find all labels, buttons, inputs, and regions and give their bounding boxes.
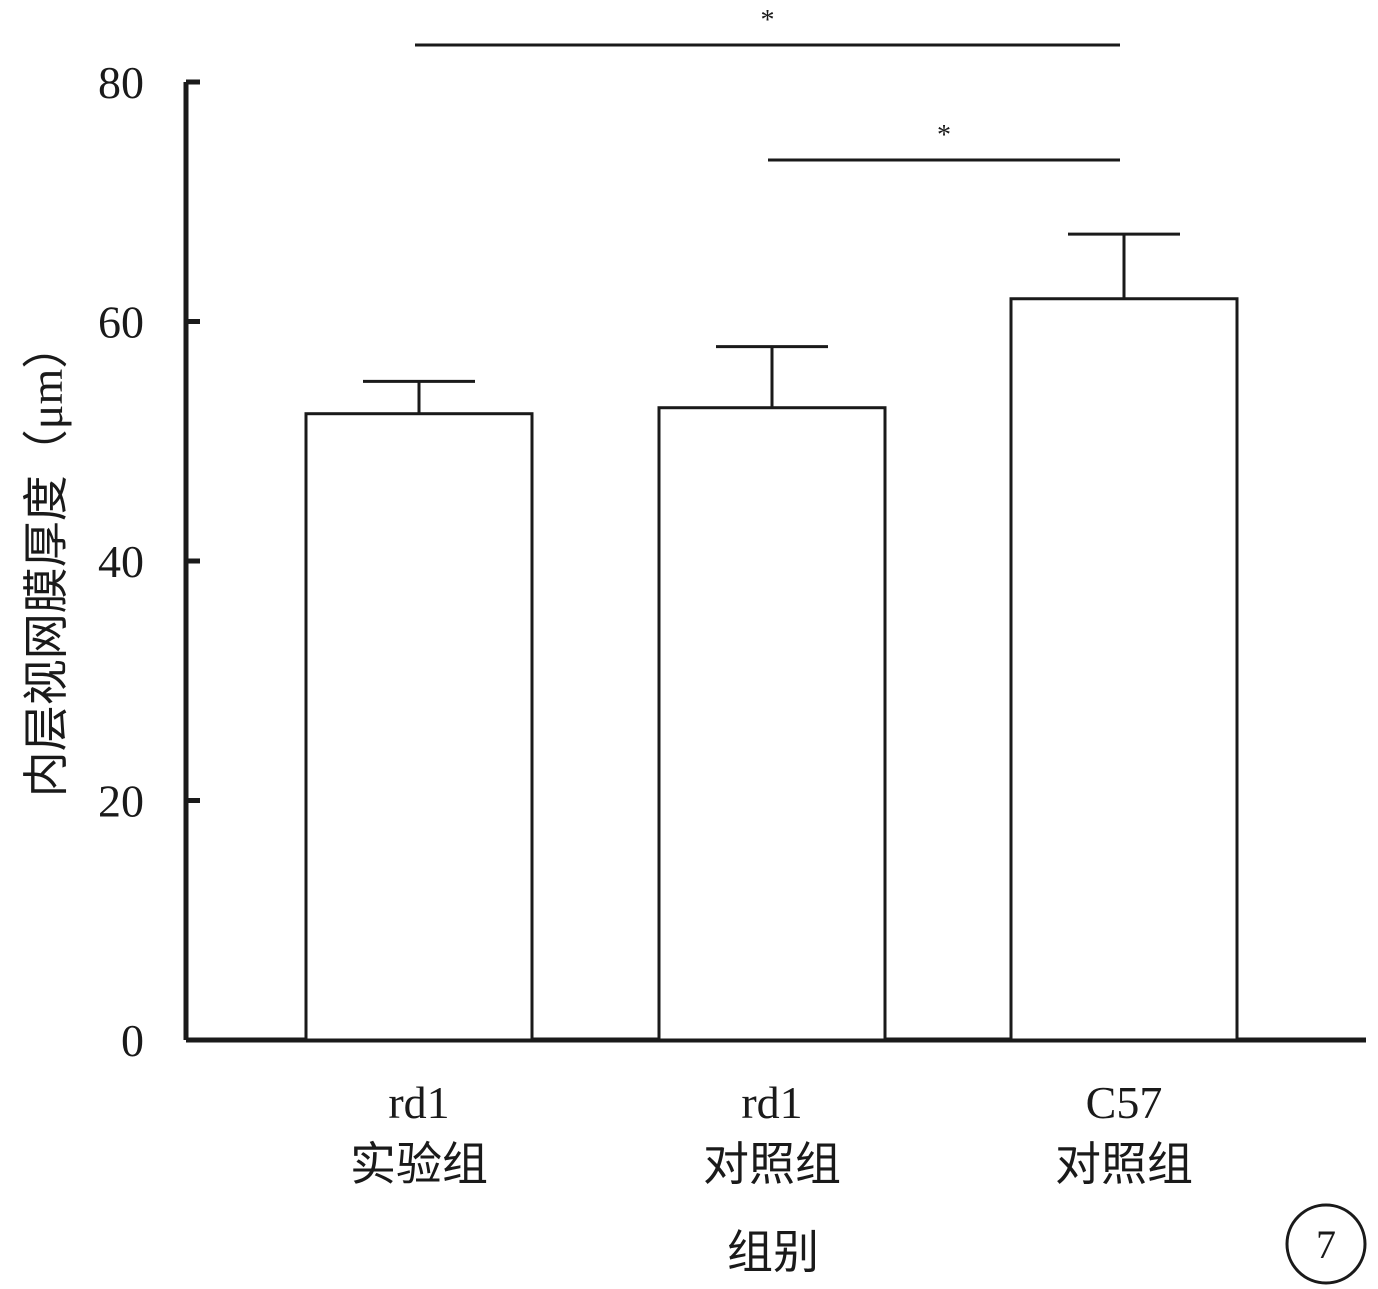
- x-tick-label: rd1: [741, 1077, 802, 1128]
- bar: [1009, 297, 1239, 1042]
- y-tick-label: 60: [98, 297, 144, 348]
- x-tick-label: rd1: [388, 1077, 449, 1128]
- y-tick-label: 0: [121, 1015, 144, 1066]
- y-tick-label: 40: [98, 536, 144, 587]
- x-tick-label: C57: [1086, 1077, 1163, 1128]
- panel-badge-circle: [1285, 1203, 1367, 1285]
- bar: [304, 412, 534, 1042]
- x-axis-title: 组别: [727, 1227, 819, 1278]
- significance-star: *: [937, 120, 951, 151]
- bars: [304, 297, 1239, 1042]
- x-tick-label: 实验组: [350, 1139, 488, 1190]
- significance-star: *: [761, 5, 775, 36]
- panel-label: 7: [1316, 1222, 1336, 1267]
- panel-badge: 7: [1285, 1203, 1367, 1285]
- labels: rd1 实验组 rd1 对照组 C57 对照组: [350, 1077, 1193, 1190]
- error-bars: [363, 232, 1180, 414]
- significance-brackets: **: [415, 5, 1120, 162]
- x-tick-label: 对照组: [1055, 1139, 1193, 1190]
- x-tick-label: 对照组: [703, 1139, 841, 1190]
- bar: [657, 406, 887, 1042]
- y-tick-label: 80: [98, 57, 144, 108]
- y-tick-label: 20: [98, 776, 144, 827]
- y-axis-title: 内层视网膜厚度（μm）: [21, 323, 72, 797]
